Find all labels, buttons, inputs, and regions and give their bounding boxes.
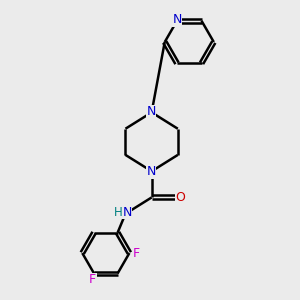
- Text: N: N: [122, 206, 132, 219]
- Text: H: H: [114, 206, 123, 219]
- Text: F: F: [89, 274, 96, 286]
- Text: N: N: [172, 13, 182, 26]
- Text: O: O: [176, 191, 185, 204]
- Text: N: N: [146, 105, 156, 118]
- Text: F: F: [132, 247, 140, 260]
- Text: N: N: [146, 165, 156, 178]
